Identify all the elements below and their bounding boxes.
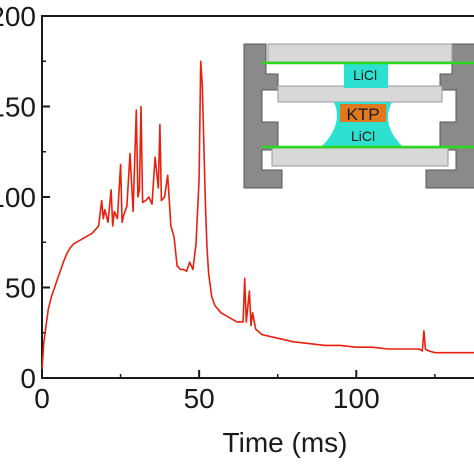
y-tick-label: 0 (20, 363, 36, 394)
top-licl-fill (344, 62, 388, 88)
x-tick-label: 0 (34, 383, 50, 414)
x-tick-label: 100 (333, 383, 380, 414)
top-licl-label: LiCl (353, 67, 377, 83)
middle-plate (277, 85, 443, 103)
x-tick-label: 50 (184, 383, 215, 414)
y-tick-labels: 0 50 100 150 200 (0, 1, 36, 394)
inset-schematic: LiCl KTP LiCl (243, 43, 474, 189)
bottom-licl-label: LiCl (351, 128, 375, 144)
x-axis-title: Time (ms) (223, 427, 348, 458)
y-tick-label: 200 (0, 1, 36, 32)
x-tick-labels: 0 50 100 (34, 383, 379, 414)
left-anvil (243, 43, 283, 189)
y-tick-label: 100 (0, 182, 36, 213)
tick-marks (41, 15, 436, 379)
series-layer (41, 60, 474, 369)
top-plate (267, 43, 453, 63)
ktp-label: KTP (346, 105, 379, 124)
ktp-crystal (340, 104, 386, 122)
right-anvil (425, 43, 474, 189)
y-tick-label: 50 (5, 273, 36, 304)
lower-plate (271, 147, 449, 167)
y-tick-label: 150 (0, 92, 36, 123)
series-line (41, 60, 474, 369)
